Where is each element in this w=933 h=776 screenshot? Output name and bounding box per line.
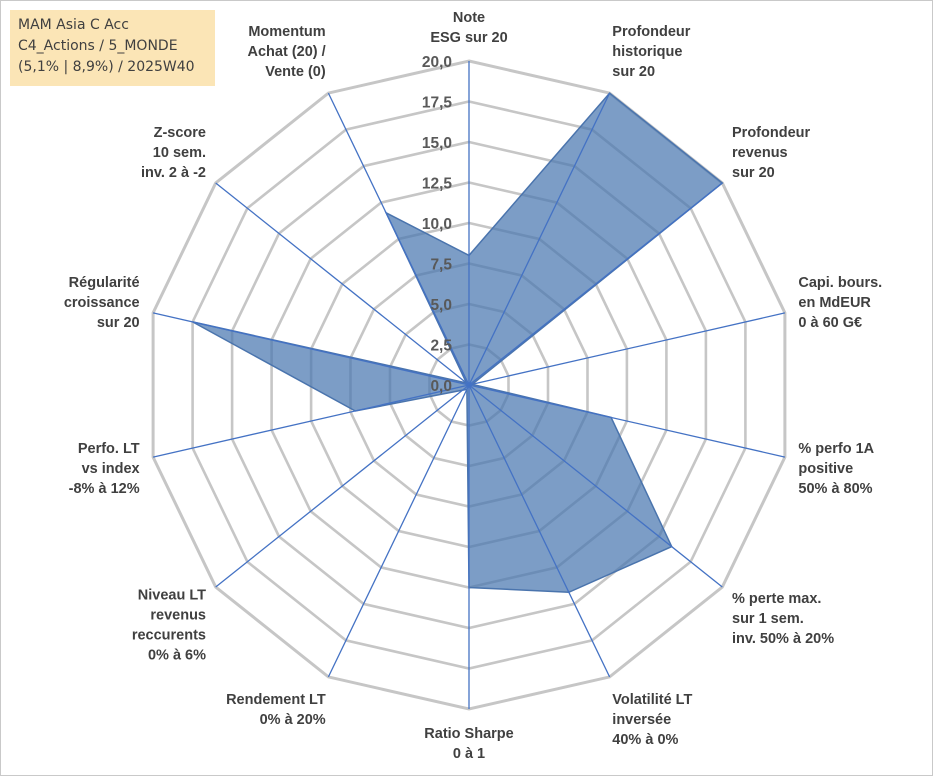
label-layer: Note ESG sur 20 Profondeur historique sur 20… (64, 10, 882, 762)
series-layer (192, 92, 724, 594)
category-label: Niveau LT revenus reccurents 0% à 6% (132, 587, 206, 663)
axis-spoke (152, 312, 470, 386)
tick-label: 15,0 (422, 135, 452, 152)
axis-spoke (215, 182, 470, 386)
category-label: Note ESG sur 20 (430, 10, 507, 46)
category-label: Momentum Achat (20) / Vente (0) (248, 24, 326, 80)
axis-spoke (468, 384, 611, 678)
series-area (192, 92, 724, 594)
category-label: Profondeur historique sur 20 (612, 24, 690, 80)
category-label: Capi. bours. en MdEUR 0 à 60 G€ (798, 275, 882, 331)
category-label: Volatilité LT inversée 40% à 0% (612, 692, 692, 748)
fund-category: C4_Actions / 5_MONDE (18, 38, 178, 54)
fund-name: MAM Asia C Acc (18, 17, 129, 33)
tick-label: 12,5 (422, 176, 453, 193)
fund-info-box: MAM Asia C Acc C4_Actions / 5_MONDE (5,1… (10, 10, 215, 86)
fund-stats: (5,1% | 8,9%) / 2025W40 (18, 59, 195, 75)
tick-layer: 0,0 2,5 5,0 7,5 10,0 12,5 15,0 17,5 20,0 (422, 54, 453, 395)
category-label: Profondeur revenus sur 20 (732, 125, 810, 181)
axis-spoke (468, 312, 786, 386)
category-label: % perfo 1A positive 50% à 80% (798, 441, 874, 497)
tick-label: 2,5 (430, 338, 452, 355)
tick-label: 10,0 (422, 216, 452, 233)
category-label: Ratio Sharpe 0 à 1 (424, 726, 513, 762)
tick-label: 17,5 (422, 95, 453, 112)
category-label: % perte max. sur 1 sem. inv. 50% à 20% (732, 591, 834, 647)
tick-label: 5,0 (430, 297, 452, 314)
axis-spoke (468, 384, 723, 588)
axis-spoke (215, 384, 470, 588)
axis-spoke (468, 384, 786, 458)
category-label: Perfo. LT vs index -8% à 12% (69, 441, 140, 497)
category-label: Rendement LT 0% à 20% (226, 692, 326, 728)
axis-spoke (327, 384, 470, 678)
tick-label: 7,5 (430, 257, 452, 274)
axis-spoke (152, 384, 470, 458)
category-label: Z-score 10 sem. inv. 2 à -2 (141, 125, 206, 181)
axis-spoke (468, 182, 723, 386)
axis-spoke (468, 92, 611, 386)
tick-label: 20,0 (422, 54, 452, 71)
category-label: Régularité croissance sur 20 (64, 275, 140, 331)
spoke-layer (152, 61, 786, 709)
axis-spoke (327, 92, 470, 386)
tick-label: 0,0 (430, 378, 452, 395)
